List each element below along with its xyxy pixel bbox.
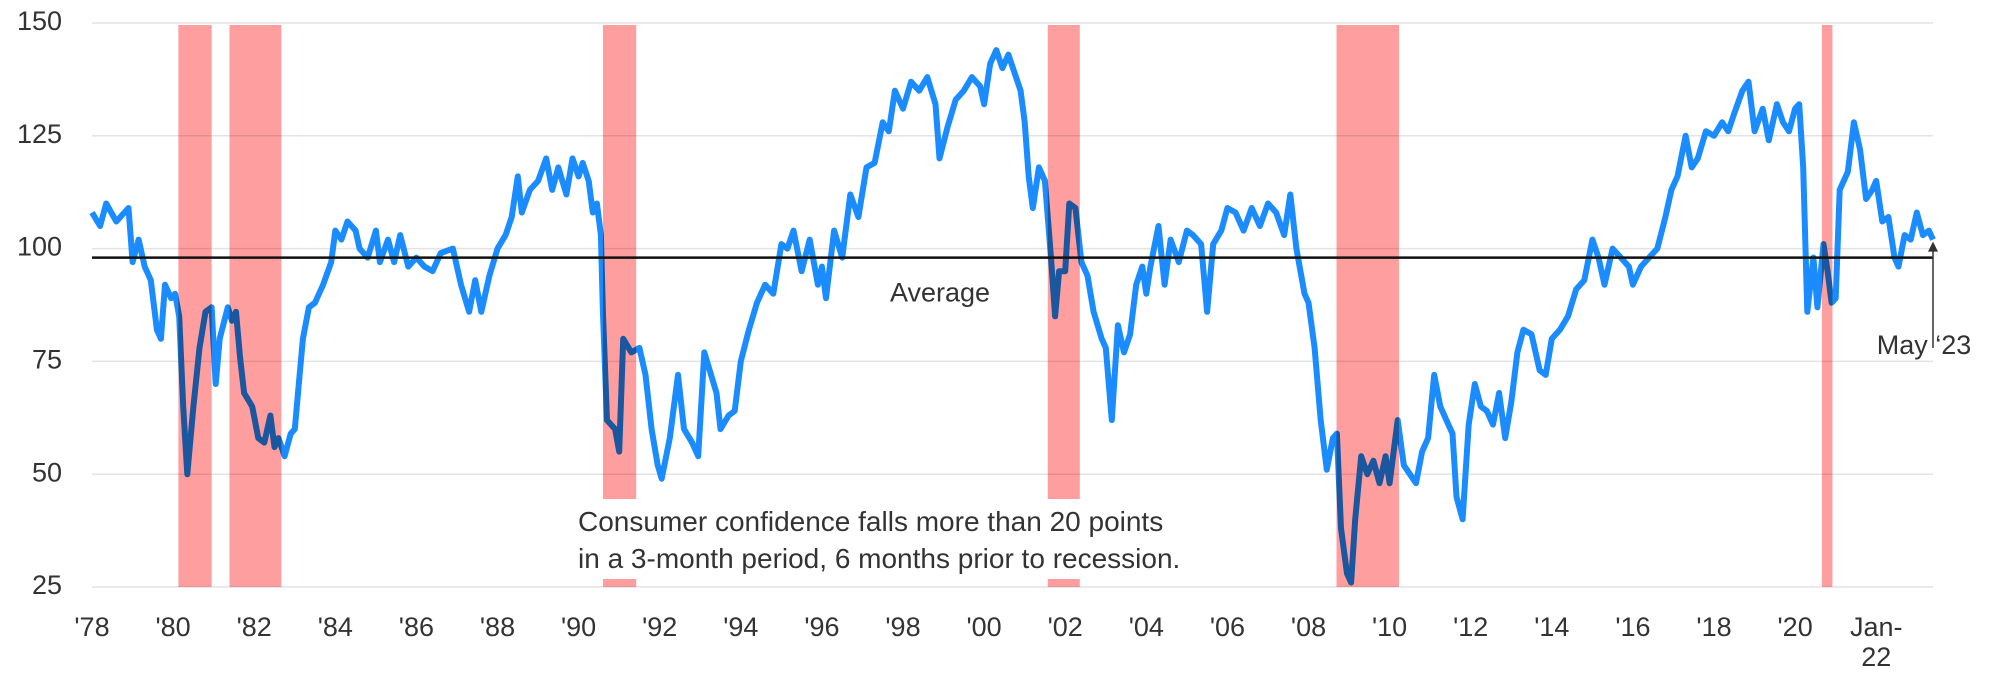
x-tick-label: '88 [479, 612, 516, 642]
x-tick-label: '82 [236, 612, 272, 642]
y-tick-label: 25 [32, 570, 62, 600]
x-tick-label: '94 [723, 612, 759, 642]
annotation-backdrop [573, 499, 1289, 579]
x-tick-label: '14 [1534, 612, 1570, 642]
x-tick-label: '08 [1290, 612, 1327, 642]
x-tick-label: '00 [966, 612, 1002, 642]
y-tick-label: 125 [17, 119, 62, 149]
x-tick-label: '02 [1047, 612, 1083, 642]
x-tick-label: '12 [1453, 612, 1489, 642]
x-tick-label: '20 [1777, 612, 1813, 642]
annotation: Consumer confidence falls more than 20 p… [578, 506, 1181, 574]
recession-band [1047, 25, 1080, 587]
x-tick-label: Jan- 22 [1849, 612, 1903, 672]
x-tick-label: '84 [317, 612, 353, 642]
x-tick-label: '90 [561, 612, 597, 642]
y-tick-label: 150 [17, 6, 62, 36]
x-tick-label: '80 [155, 612, 191, 642]
arrow-head [1928, 241, 1938, 252]
x-tick-label: '06 [1209, 612, 1245, 642]
last-label: May ‘23 [1877, 330, 1972, 360]
average-label: Average [890, 278, 990, 308]
y-tick-label: 50 [32, 457, 62, 487]
x-tick-label: '78 [74, 612, 110, 642]
recession-band [229, 25, 282, 587]
x-tick-label: '18 [1696, 612, 1732, 642]
recession-band [602, 25, 637, 587]
x-tick-label: '10 [1372, 612, 1408, 642]
y-tick-label: 75 [32, 345, 62, 375]
recession-band [1821, 25, 1833, 587]
confidence-line [89, 47, 1936, 586]
x-tick-label: '04 [1128, 612, 1164, 642]
recession-band [1336, 25, 1399, 587]
x-tick-label: '92 [642, 612, 678, 642]
x-tick-label: '98 [885, 612, 921, 642]
x-tick-label: '86 [398, 612, 434, 642]
x-tick-label: '96 [804, 612, 840, 642]
recession-band [178, 25, 212, 587]
y-tick-label: 100 [17, 232, 62, 262]
x-tick-label: '16 [1615, 612, 1651, 642]
